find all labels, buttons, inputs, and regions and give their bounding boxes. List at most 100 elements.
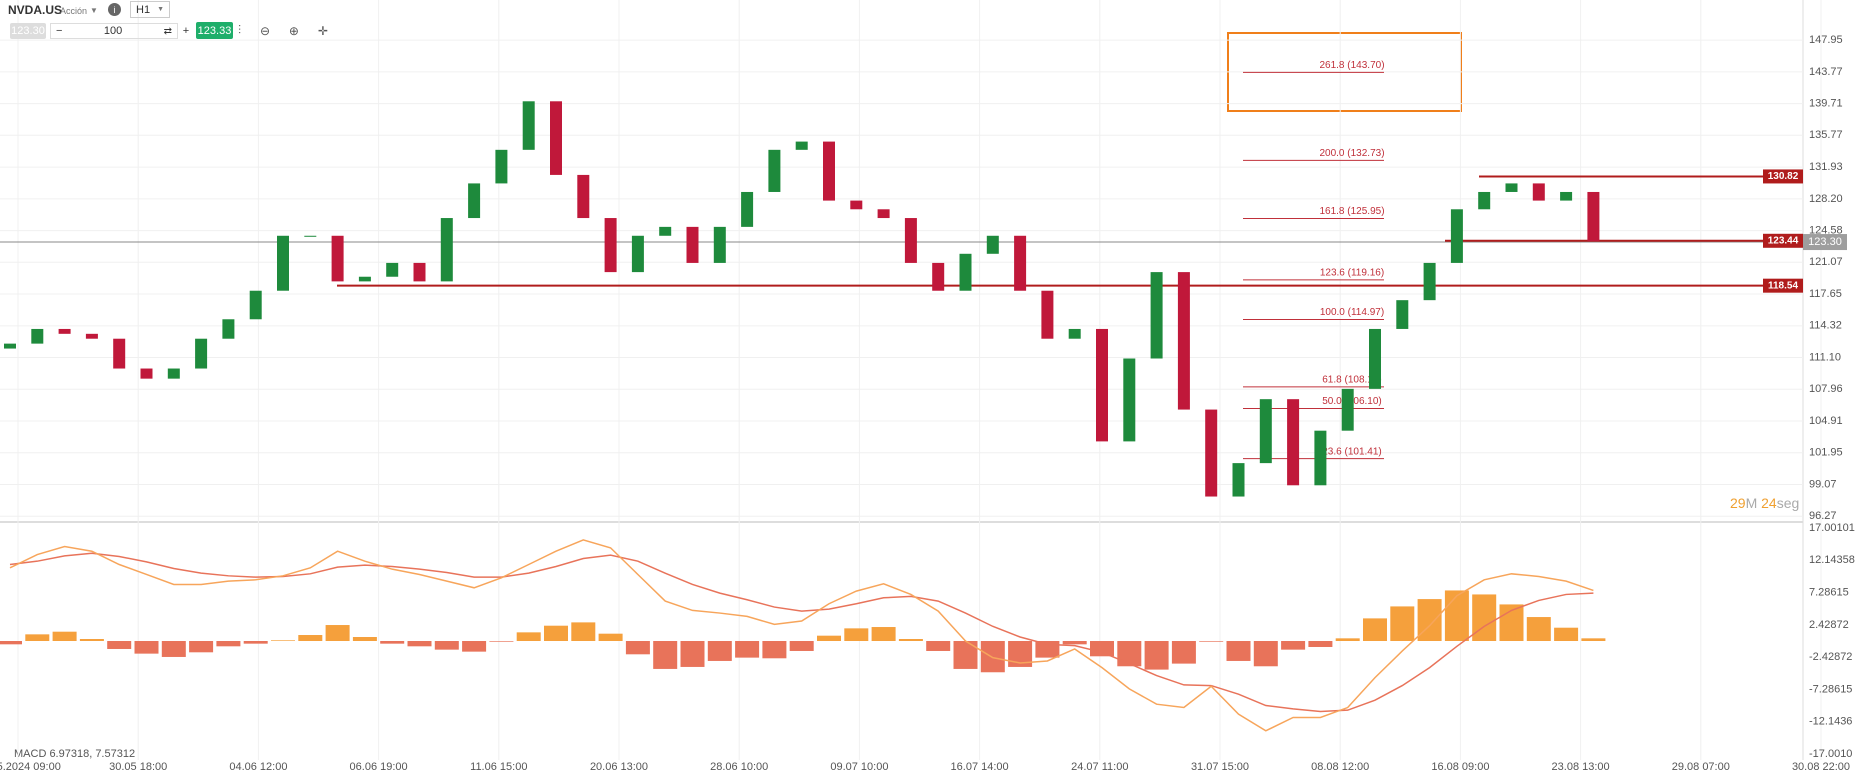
- macd-histogram-bar: [243, 641, 268, 644]
- macd-histogram-bar: [871, 627, 896, 641]
- timeframe-select[interactable]: H1 ▼: [130, 1, 170, 18]
- candle: [1177, 272, 1190, 410]
- y-tick-label: 135.77: [1809, 129, 1843, 141]
- candle: [222, 319, 235, 339]
- increase[interactable]: +: [182, 25, 190, 37]
- candle: [877, 209, 890, 219]
- candle: [113, 338, 126, 369]
- candle: [31, 328, 44, 344]
- fib-label: 100.0 (114.97): [1320, 307, 1384, 318]
- candle-timer: 29 M 24 seg: [1730, 494, 1799, 512]
- swap[interactable]: ⇄: [163, 25, 172, 37]
- x-tick-label: 06.06 19:00: [350, 761, 408, 773]
- candle: [686, 226, 699, 263]
- candle: [195, 338, 208, 369]
- macd-histogram-bar: [953, 641, 978, 669]
- symbol-dropdown[interactable]: ▼: [90, 5, 98, 15]
- macd-histogram-bar: [1308, 641, 1333, 647]
- macd-histogram-bar: [544, 625, 568, 641]
- macd-histogram-bar: [1281, 641, 1306, 650]
- macd-histogram-bar: [79, 639, 104, 641]
- info-button[interactable]: i: [108, 3, 121, 16]
- x-tick-label: 20.06 13:00: [590, 761, 648, 773]
- current-price-tag: [1803, 234, 1847, 251]
- macd-histogram-bar: [898, 639, 923, 641]
- macd-histogram-bar: [1062, 641, 1087, 645]
- y-tick-label: 131.93: [1809, 161, 1843, 173]
- candle: [1014, 235, 1027, 291]
- macd-histogram-bar: [216, 641, 241, 647]
- timeframe: H1: [136, 3, 151, 16]
- zoom-out[interactable]: ⊖: [259, 23, 270, 38]
- y-tick-label: 99.07: [1809, 478, 1837, 490]
- level-label: 118.54: [1768, 280, 1798, 291]
- candle: [932, 262, 945, 291]
- level-tag: [1763, 233, 1803, 248]
- instrument-type: Acción: [60, 6, 88, 16]
- macd-histogram-bar: [1390, 606, 1415, 641]
- macd-histogram-bar: [325, 625, 350, 641]
- macd-legend: MACD 6.97318, 7.57312: [14, 748, 135, 760]
- macd-histogram-bar: [762, 641, 787, 659]
- candle: [413, 262, 426, 282]
- macd-histogram-bar: [434, 641, 459, 650]
- macd-histogram-bar: [735, 641, 760, 658]
- macd-tick-label: 17.00101: [1809, 522, 1855, 534]
- candle: [1450, 209, 1463, 263]
- y-tick-label: 143.77: [1809, 66, 1843, 78]
- level-label: 130.82: [1768, 171, 1799, 182]
- candle: [140, 368, 153, 379]
- macd-histogram-bar: [462, 641, 487, 652]
- indicators-tool[interactable]: ⫶: [238, 23, 242, 37]
- candle: [550, 101, 562, 175]
- sell-button[interactable]: 123.30: [10, 23, 46, 39]
- macd-histogram-bar: [52, 631, 77, 641]
- symbol[interactable]: NVDA.US: [8, 3, 63, 17]
- candle: [277, 235, 289, 291]
- candle: [1396, 300, 1409, 329]
- y-tick-label: 139.71: [1809, 97, 1843, 109]
- macd-histogram-bar: [1417, 599, 1442, 641]
- timer-minutes-unit: M: [1745, 495, 1758, 511]
- y-tick-label: 147.95: [1809, 34, 1843, 46]
- macd-histogram-bar: [1581, 638, 1606, 641]
- fib-label: 23.6 (101.41): [1322, 446, 1382, 457]
- volume: 100: [103, 25, 123, 37]
- macd-histogram-bar: [1171, 641, 1196, 664]
- macd-histogram-bar: [1253, 641, 1278, 667]
- macd-histogram-bar: [789, 641, 814, 651]
- macd-histogram-bar: [980, 641, 1005, 673]
- macd-histogram-bar: [1526, 617, 1551, 641]
- zoom-in[interactable]: ⊕: [288, 23, 299, 38]
- fib-label: 200.0 (132.73): [1319, 148, 1384, 159]
- macd-histogram-bar: [1144, 641, 1169, 670]
- candle: [1259, 399, 1272, 464]
- current-price-label: 123.30: [1808, 236, 1842, 248]
- candle: [823, 141, 835, 201]
- y-tick-label: 124.58: [1809, 225, 1843, 237]
- macd-tick-label: -2.42872: [1809, 651, 1852, 663]
- crosshair[interactable]: ✛: [317, 23, 328, 38]
- candle: [1587, 191, 1600, 242]
- candle: [1205, 409, 1218, 497]
- level-tag: [1763, 278, 1803, 293]
- x-tick-label: 04.06 12:00: [229, 761, 287, 773]
- macd-histogram-bar: [571, 622, 596, 641]
- x-tick-label: 28.06 10:00: [710, 761, 768, 773]
- fib-label: 161.8 (125.95): [1319, 206, 1384, 217]
- candle: [495, 149, 508, 184]
- macd-histogram-bar: [680, 641, 705, 667]
- macd-histogram-bar: [707, 641, 732, 661]
- x-tick-label: 23.08 13:00: [1552, 761, 1610, 773]
- candle: [4, 343, 16, 349]
- level-tag: [1763, 169, 1803, 184]
- fib-label: 123.6 (119.16): [1320, 268, 1384, 279]
- volume-input[interactable]: − 100 ⇄: [50, 23, 178, 39]
- chart-tools: ⫶ ⊖ ⊕ ✛: [238, 22, 328, 39]
- decrease[interactable]: −: [56, 25, 63, 37]
- macd-histogram-bar: [189, 641, 214, 653]
- macd-histogram-bar: [1335, 638, 1360, 641]
- x-tick-label: 24.07 11:00: [1071, 761, 1128, 773]
- buy-button[interactable]: 123.33: [196, 22, 233, 39]
